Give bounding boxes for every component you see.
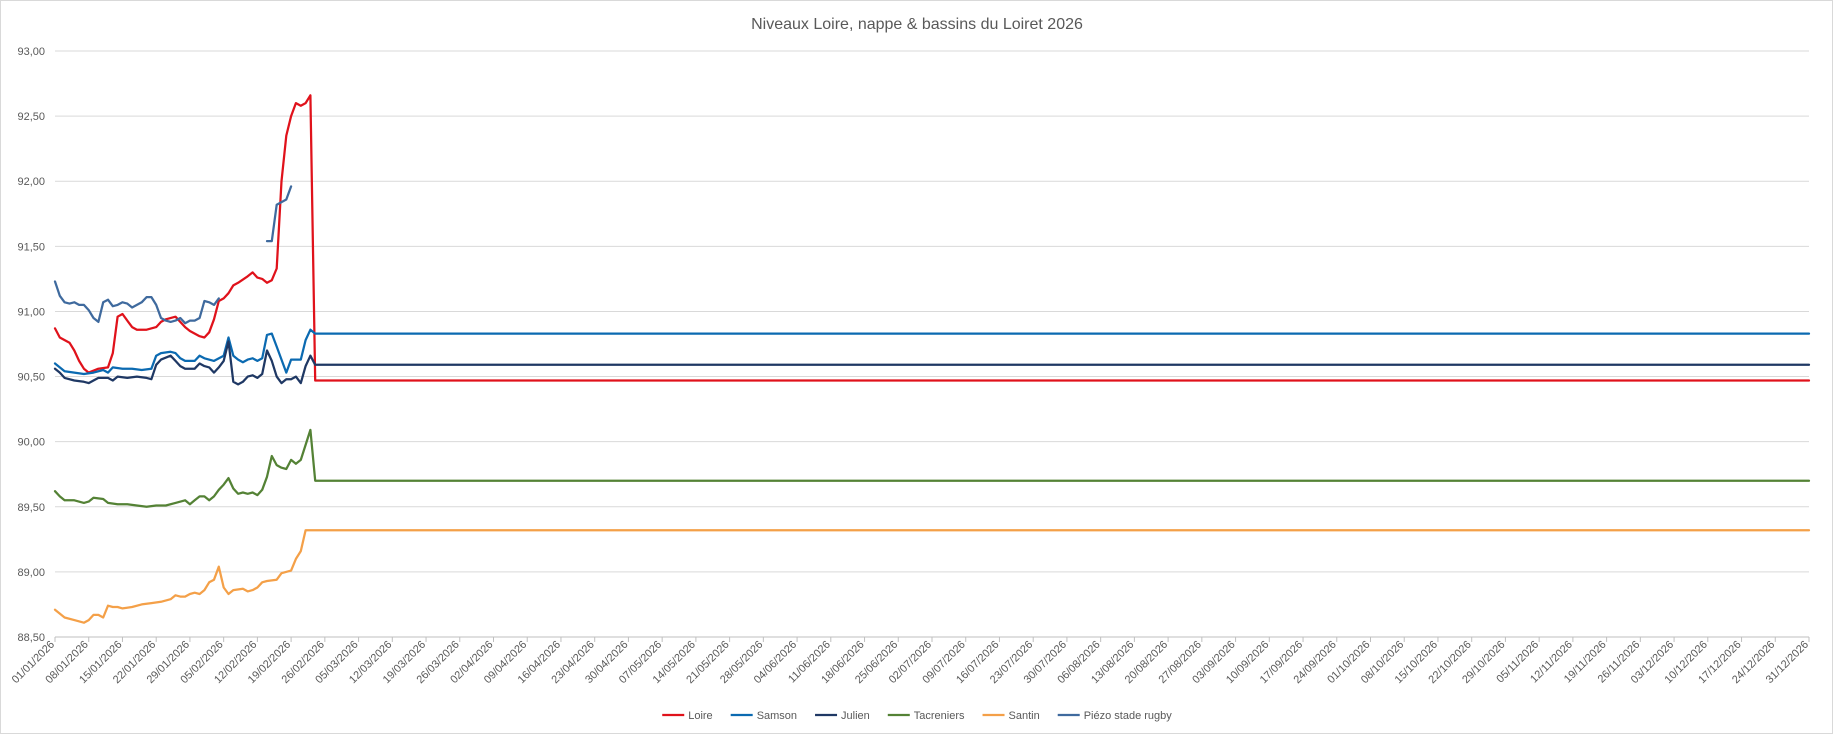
y-tick-label: 92,00 <box>17 176 45 188</box>
legend-item: Julien <box>815 710 870 722</box>
y-axis: 88,50 89,00 89,50 90,00 90,50 91,00 91,50 92,00… <box>17 46 45 644</box>
legend-label: Piézo stade rugby <box>1084 710 1173 722</box>
series-lines <box>53 94 1811 624</box>
legend-item: Santin <box>982 710 1040 722</box>
x-axis <box>54 636 1810 642</box>
legend-label: Tacreniers <box>914 710 965 722</box>
series-line-tacreniers <box>53 428 1811 508</box>
y-tick-label: 90,00 <box>17 437 45 449</box>
series-line-loire <box>53 94 1811 382</box>
legend: Loire Samson Julien Tacreniers Santin Piézo s… <box>662 710 1172 722</box>
y-tick-label: 88,50 <box>17 632 45 644</box>
legend-item: Loire <box>662 710 713 722</box>
legend-label: Julien <box>841 710 870 722</box>
legend-label: Santin <box>1009 710 1040 722</box>
legend-label: Loire <box>688 710 712 722</box>
y-tick-label: 90,50 <box>17 372 45 384</box>
legend-item: Piézo stade rugby <box>1057 710 1173 722</box>
series-line-pi-zo-stade-rugby <box>53 185 293 325</box>
legend-item: Tacreniers <box>887 710 965 722</box>
gridlines <box>55 50 1809 573</box>
x-axis-labels: 01/01/202608/01/202615/01/202622/01/2026… <box>10 639 1811 686</box>
series-line-julien <box>53 340 1811 386</box>
series-line-samson <box>53 328 1811 376</box>
y-tick-label: 93,00 <box>17 46 45 58</box>
chart-title: Niveaux Loire, nappe & bassins du Loiret… <box>751 16 1083 33</box>
legend-label: Samson <box>757 710 797 722</box>
legend-item: Samson <box>730 710 797 722</box>
y-tick-label: 89,00 <box>17 567 45 579</box>
y-tick-label: 91,50 <box>17 241 45 253</box>
series-line-santin <box>53 529 1811 624</box>
y-tick-label: 92,50 <box>17 111 45 123</box>
y-tick-label: 91,00 <box>17 306 45 318</box>
y-tick-label: 89,50 <box>17 502 45 514</box>
